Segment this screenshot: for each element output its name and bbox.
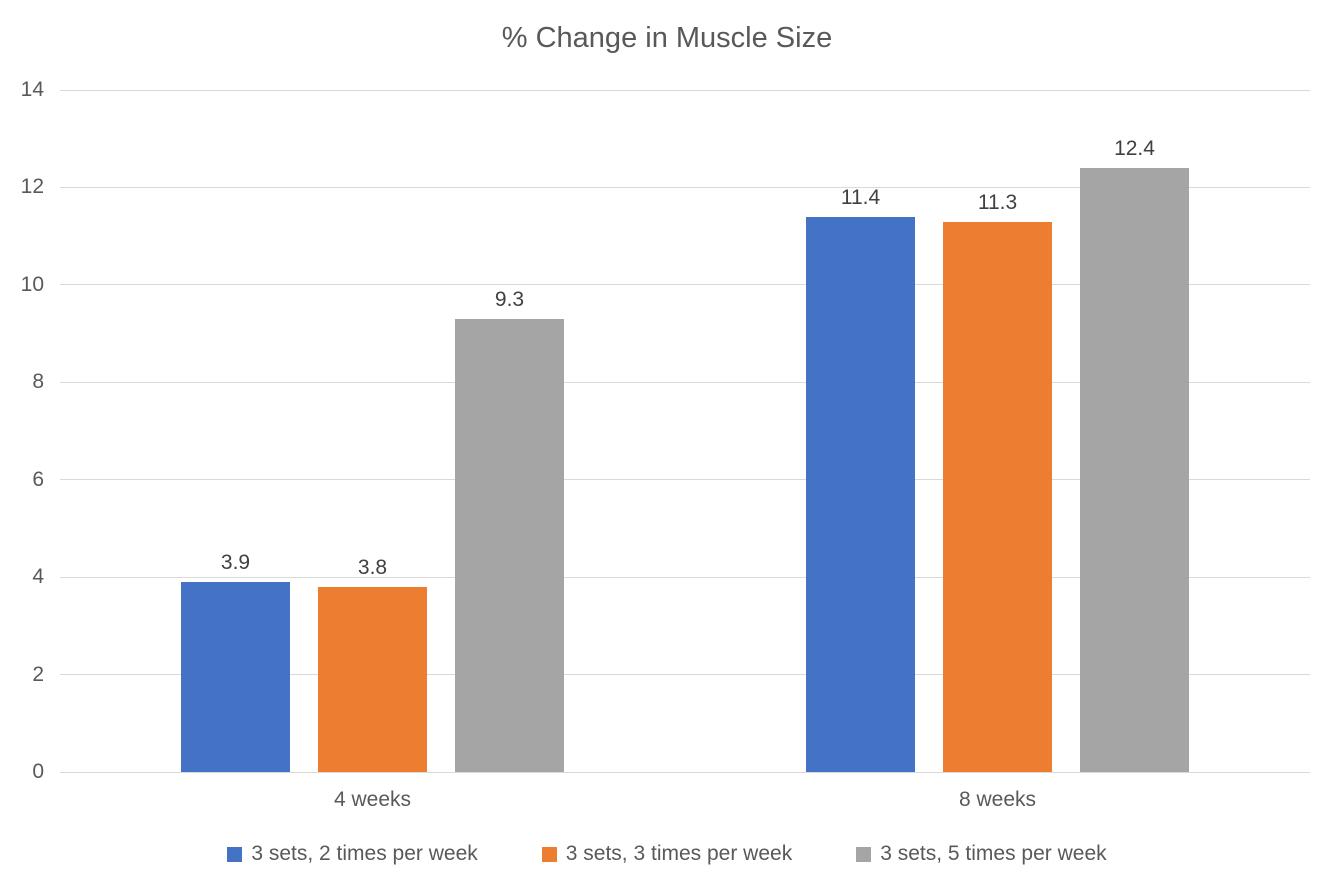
y-tick-label: 6 (32, 467, 44, 491)
legend-label: 3 sets, 3 times per week (565, 842, 793, 865)
bar-value-label: 11.3 (977, 190, 1018, 214)
gridline (60, 576, 1310, 578)
bar-value-label: 3.8 (357, 555, 388, 579)
bar-value-label: 3.9 (220, 551, 251, 575)
y-tick-label: 2 (32, 662, 44, 686)
legend-marker-icon (227, 846, 243, 862)
gridline (60, 381, 1310, 383)
gridline (60, 771, 1310, 773)
legend: 3 sets, 2 times per week 3 sets, 3 times … (0, 842, 1334, 866)
bar-group: 11.4 11.3 12.4 (685, 90, 1310, 772)
gridline (60, 186, 1310, 188)
chart-title: % Change in Muscle Size (501, 22, 833, 54)
y-tick-label: 0 (32, 760, 44, 783)
legend-item: 3 sets, 2 times per week (227, 842, 478, 866)
y-tick-label: 12 (20, 175, 44, 199)
x-category-label: 8 weeks (958, 788, 1037, 811)
bar: 12.4 (1080, 137, 1189, 772)
bar: 11.4 (806, 186, 915, 772)
plot-area: 3.9 3.8 9.3 11.4 11.3 12.4 (60, 89, 1310, 773)
bar: 3.8 (318, 556, 427, 772)
y-tick-label: 14 (20, 78, 44, 101)
bar-value-label: 11.4 (840, 185, 881, 209)
gridline (60, 479, 1310, 481)
y-tick-label: 8 (32, 370, 44, 394)
bar: 11.3 (943, 191, 1052, 772)
x-axis-labels: 4 weeks 8 weeks (60, 788, 1310, 812)
gridline (60, 674, 1310, 676)
legend-label: 3 sets, 5 times per week (880, 842, 1107, 865)
y-tick-label: 10 (20, 272, 44, 296)
y-axis-labels: 0 2 4 6 8 10 12 14 (0, 78, 44, 783)
bar: 9.3 (455, 288, 564, 772)
bar: 3.9 (181, 551, 290, 772)
bar-groups: 3.9 3.8 9.3 11.4 11.3 12.4 (60, 90, 1310, 772)
legend-item: 3 sets, 5 times per week (856, 842, 1107, 866)
gridline (60, 284, 1310, 286)
bar-value-label: 9.3 (494, 287, 525, 311)
legend-item: 3 sets, 3 times per week (541, 842, 793, 866)
x-category-label: 4 weeks (333, 788, 412, 811)
y-tick-label: 4 (32, 565, 44, 589)
legend-marker-icon (541, 846, 557, 862)
bar-value-label: 12.4 (1114, 136, 1155, 160)
bar-group: 3.9 3.8 9.3 (60, 90, 685, 772)
gridline (60, 89, 1310, 91)
legend-marker-icon (856, 846, 872, 862)
legend-label: 3 sets, 2 times per week (251, 842, 478, 865)
